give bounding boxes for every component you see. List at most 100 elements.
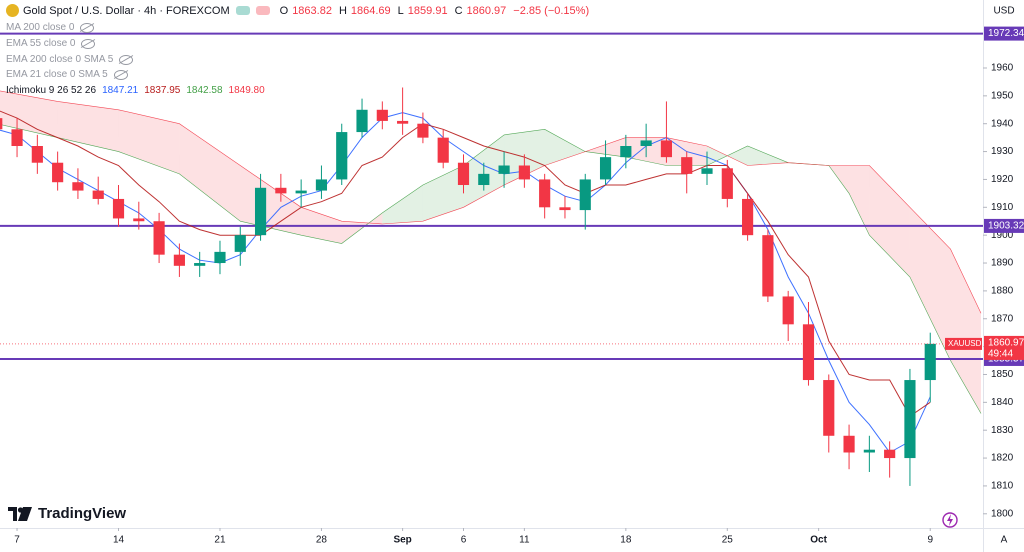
level-label: 1903.32	[988, 221, 1024, 232]
y-tick-label: 1950	[991, 90, 1014, 101]
hide-icon[interactable]	[119, 54, 134, 65]
y-tick-label: 1940	[991, 118, 1014, 129]
candle-body	[681, 157, 693, 174]
y-tick-label: 1900	[991, 230, 1014, 241]
indicator-row[interactable]: MA 200 close 0	[6, 22, 95, 33]
symbol-tag-label: XAUUSD	[948, 339, 982, 348]
ohlc-value: 1863.82	[292, 4, 332, 17]
y-tick-label: 1920	[991, 174, 1014, 185]
y-tick-label: 1890	[991, 258, 1014, 269]
y-tick-label: 1800	[991, 508, 1014, 519]
candle-body	[478, 173, 490, 186]
x-tick-label: 6	[461, 535, 467, 546]
indicator-value: 1849.80	[228, 85, 265, 96]
ohlc-key: O	[279, 4, 289, 17]
alert-icon	[947, 514, 953, 526]
candle-body	[823, 380, 835, 436]
y-tick-label: 1830	[991, 425, 1014, 436]
hide-icon[interactable]	[113, 69, 128, 80]
cloud-fill	[544, 129, 586, 166]
y-tick-label: 1840	[991, 397, 1014, 408]
logo-icon	[8, 506, 32, 521]
candle-body	[843, 435, 855, 453]
candle-body	[72, 182, 84, 191]
branding: TradingView	[8, 505, 126, 522]
indicator-row[interactable]: EMA 21 close 0 SMA 5	[6, 69, 128, 80]
candle-body	[924, 343, 936, 381]
indicator-row[interactable]: EMA 55 close 0	[6, 38, 96, 49]
hide-icon[interactable]	[81, 38, 96, 49]
candle-body	[214, 251, 226, 264]
candle-body	[173, 254, 185, 266]
x-tick-label: 7	[14, 535, 20, 546]
candle-body	[254, 187, 267, 236]
candle-body	[194, 263, 206, 266]
candle-body	[52, 162, 64, 183]
indicator-line	[0, 112, 931, 454]
candle-body	[92, 190, 104, 199]
candle-body	[599, 157, 612, 180]
x-tick-label: 28	[316, 535, 328, 546]
candle-body	[904, 380, 916, 459]
ohlc-key: C	[454, 4, 463, 17]
candle-body	[295, 190, 307, 194]
x-tick-label: 18	[620, 535, 632, 546]
auto-scale-button[interactable]: A	[1001, 535, 1008, 546]
candle-body	[579, 179, 591, 211]
y-tick-label: 1880	[991, 286, 1014, 297]
candle-body	[11, 129, 23, 147]
cloud-fill	[869, 165, 910, 277]
indicator-row[interactable]: EMA 200 close 0 SMA 5	[6, 54, 134, 65]
alert-icon[interactable]	[942, 512, 958, 528]
candle-body	[620, 146, 632, 158]
y-tick-label: 1870	[991, 313, 1014, 324]
symbol-tag	[945, 337, 982, 350]
candle-body	[863, 449, 875, 453]
candle-body	[112, 198, 125, 219]
level-label-box	[984, 26, 1024, 41]
y-tick-label: 1850	[991, 369, 1014, 380]
ohlc-key: L	[397, 4, 404, 17]
candle-body	[0, 118, 3, 130]
y-tick-label: 1960	[991, 63, 1014, 74]
y-tick-label: 1820	[991, 453, 1014, 464]
candle-body	[742, 198, 754, 236]
candle-body	[133, 218, 145, 222]
cloud-fill	[422, 165, 464, 222]
cloud-fill	[909, 207, 951, 361]
indicator-label: MA 200 close 0	[6, 22, 75, 33]
cloud-fill	[240, 165, 302, 236]
candle-body	[498, 165, 510, 174]
candle-body	[721, 168, 733, 199]
indicator-row[interactable]: Ichimoku 9 26 52 26 1847.21 1837.95 1842.58…	[6, 85, 265, 96]
candle-body	[397, 120, 409, 124]
candle-body	[234, 235, 246, 252]
candle-body	[437, 137, 449, 163]
level-label: 1972.34	[988, 28, 1024, 39]
indicator-label: Ichimoku 9 26 52 26	[6, 85, 97, 96]
cloud-fill	[382, 185, 423, 225]
x-tick-label: 9	[927, 535, 933, 546]
candle-body	[802, 324, 815, 381]
cloud-fill	[118, 109, 180, 174]
candle-body	[336, 132, 348, 180]
indicator-label: EMA 21 close 0 SMA 5	[6, 69, 108, 80]
hide-icon[interactable]	[80, 22, 95, 33]
x-tick-label: 11	[519, 535, 530, 546]
candle-body	[660, 140, 673, 158]
ohlc-value: 1860.97	[466, 4, 507, 17]
countdown: 49:44	[988, 349, 1013, 360]
status-pill	[235, 6, 250, 15]
candle-body	[153, 221, 165, 255]
x-tick-label: 25	[722, 535, 734, 546]
candle-body	[356, 109, 368, 133]
change: −2.85 (−0.15%)	[513, 4, 590, 17]
candle-body	[762, 235, 774, 297]
indicator-line	[0, 110, 931, 418]
indicator-label: EMA 55 close 0	[6, 38, 76, 49]
indicator-label: EMA 200 close 0 SMA 5	[6, 54, 114, 65]
cloud-fill	[747, 146, 789, 166]
candle-body	[884, 449, 896, 459]
candle-body	[782, 296, 794, 325]
